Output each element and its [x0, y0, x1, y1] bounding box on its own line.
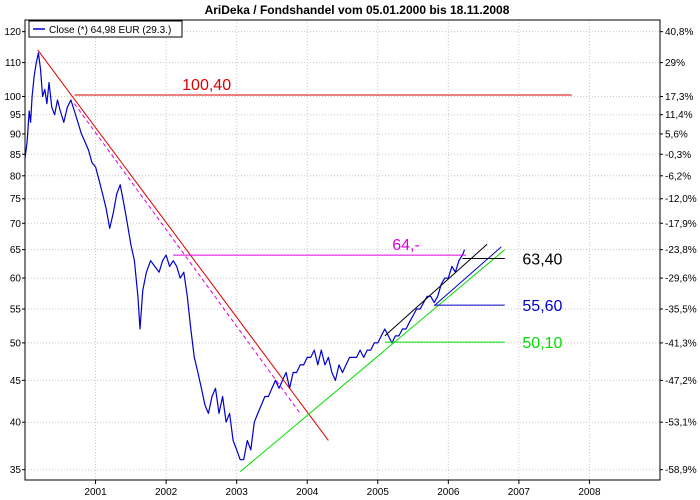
y-tick-label-left: 70: [10, 219, 22, 230]
x-tick-label: 2007: [508, 487, 531, 498]
chart-title: AriDeka / Fondshandel vom 05.01.2000 bis…: [205, 3, 510, 17]
legend: Close (*) 64,98 EUR (29.3.): [28, 20, 183, 38]
y-tick-label-right: -12,0%: [665, 194, 697, 205]
y-tick-label-right: -58,9%: [665, 465, 697, 476]
trendline: [73, 103, 301, 414]
y-tick-label-left: 40: [10, 418, 22, 429]
y-tick-label-right: -35,5%: [665, 305, 697, 316]
x-tick-label: 2008: [578, 487, 601, 498]
level-label: 55,60: [522, 298, 562, 315]
y-tick-label-right: 5,6%: [665, 129, 688, 140]
trendline: [37, 49, 329, 441]
series-line-close: [24, 52, 466, 461]
y-tick-label-left: 90: [10, 129, 22, 140]
legend-label: Close (*) 64,98 EUR (29.3.): [49, 25, 171, 36]
x-tick-label: 2006: [437, 487, 460, 498]
trendline-layer: [37, 49, 506, 473]
y-tick-label-left: 35: [10, 465, 22, 476]
y-tick-label-right: 11,4%: [665, 110, 693, 121]
x-tick-label: 2005: [367, 487, 390, 498]
y-tick-label-left: 65: [10, 245, 22, 256]
series-layer: [24, 52, 466, 461]
y-tick-label-right: 17,3%: [665, 92, 693, 103]
y-tick-label-left: 75: [10, 194, 22, 205]
y-tick-label-right: -41,3%: [665, 338, 697, 349]
legend-box: [28, 20, 183, 38]
y-tick-label-right: -47,2%: [665, 376, 697, 387]
y-tick-label-left: 45: [10, 376, 22, 387]
y-tick-label-left: 95: [10, 110, 22, 121]
y-tick-label-right: 40,8%: [665, 27, 693, 38]
level-label: 100,40: [182, 77, 231, 94]
y-axis-right: 40,8% 29% 17,3% 11,4% 5,6% -0,3% -6,2% -12,0% -1…: [660, 27, 697, 476]
y-tick-label-right: -6,2%: [665, 171, 691, 182]
y-tick-label-left: 55: [10, 305, 22, 316]
level-label: 63,40: [522, 251, 562, 268]
y-axis-left: 35 40 45 50 55 60 65 70 75 80 85 90 95 100 110 120: [4, 27, 25, 476]
y-tick-label-right: 29%: [665, 58, 685, 69]
y-tick-label-left: 110: [5, 58, 21, 69]
y-tick-label-left: 60: [10, 274, 22, 285]
y-tick-label-right: -29,6%: [665, 274, 697, 285]
trendline: [239, 249, 506, 473]
y-tick-label-left: 80: [10, 171, 22, 182]
y-tick-label-left: 85: [10, 150, 22, 161]
x-tick-label: 2004: [296, 487, 319, 498]
x-tick-label: 2003: [226, 487, 249, 498]
x-tick-label: 2002: [155, 487, 178, 498]
x-tick-label: 2001: [84, 487, 107, 498]
level-label: 50,10: [522, 335, 562, 352]
y-tick-label-right: -53,1%: [665, 418, 697, 429]
y-tick-label-right: -23,8%: [665, 245, 697, 256]
level-layer: 100,40 64,- 63,40 55,60 50,10: [74, 77, 572, 352]
trendline: [433, 246, 502, 307]
y-tick-label-left: 100: [4, 92, 21, 103]
y-tick-label-right: -17,9%: [665, 219, 697, 230]
x-axis: 2001 2002 2003 2004 2005 2006 2007 2008: [84, 480, 601, 498]
level-label: 64,-: [392, 237, 420, 254]
y-tick-label-left: 120: [4, 27, 21, 38]
y-tick-label-left: 50: [10, 338, 22, 349]
trendline: [384, 243, 488, 337]
y-tick-label-right: -0,3%: [665, 150, 691, 161]
